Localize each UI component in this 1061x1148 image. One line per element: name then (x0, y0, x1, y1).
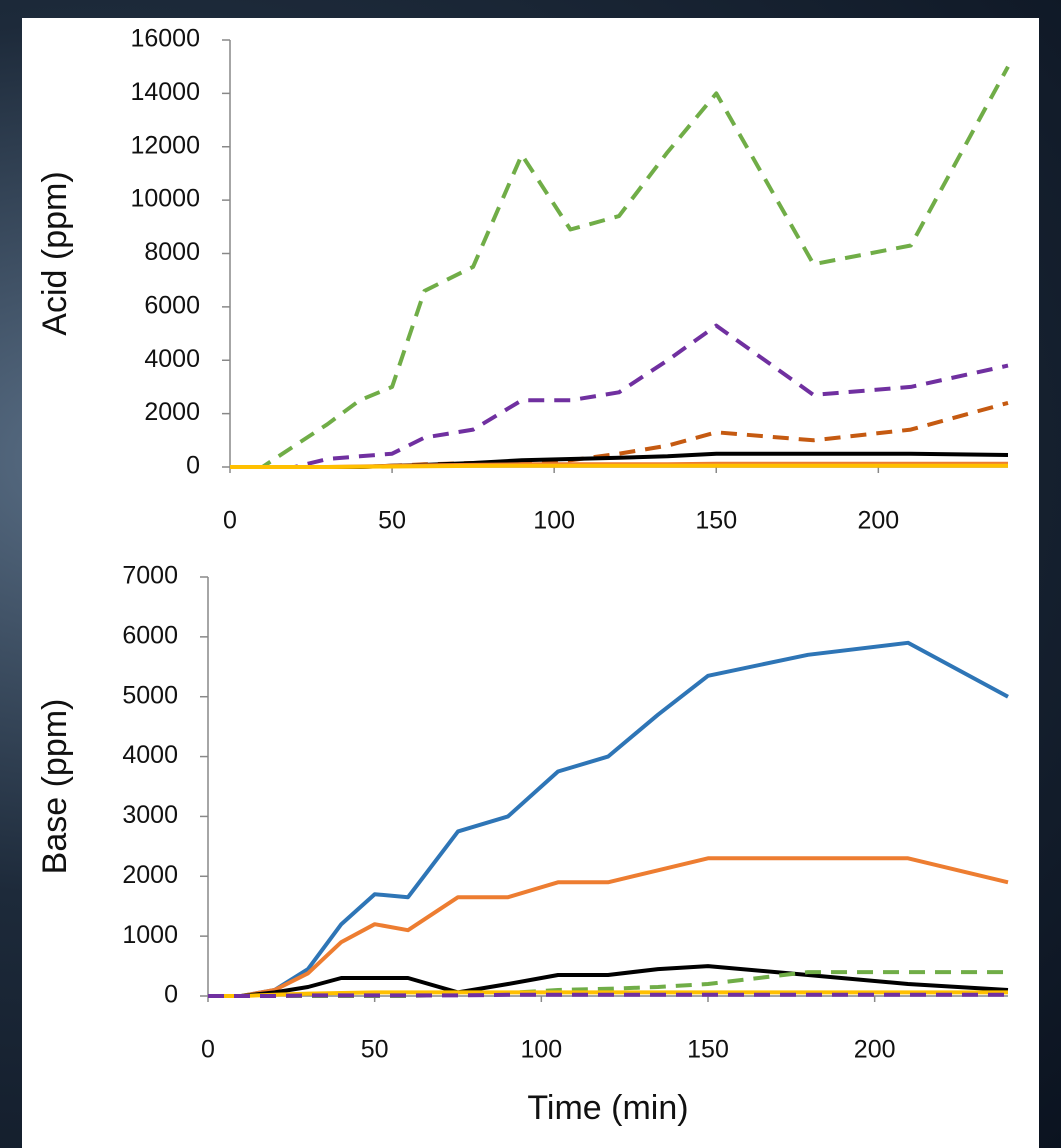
y-axis-title: Base (ppm) (36, 699, 74, 875)
y-tick-label: 2000 (144, 398, 200, 426)
y-tick-label: 14000 (130, 78, 200, 106)
x-tick-label: 150 (687, 1036, 729, 1064)
x-tick-label: 100 (533, 507, 575, 535)
y-tick-label: 16000 (130, 25, 200, 53)
y-tick-label: 4000 (122, 741, 178, 769)
y-axis-title: Acid (ppm) (36, 171, 74, 335)
y-tick-label: 12000 (130, 131, 200, 159)
x-tick-label: 0 (223, 507, 237, 535)
y-tick-label: 6000 (122, 621, 178, 649)
y-tick-label: 2000 (122, 861, 178, 889)
x-axis-title: Time (min) (527, 1089, 688, 1127)
x-tick-label: 0 (201, 1036, 215, 1064)
x-tick-label: 50 (378, 507, 406, 535)
y-tick-label: 0 (186, 452, 200, 480)
x-tick-label: 150 (695, 507, 737, 535)
y-tick-label: 0 (164, 981, 178, 1009)
x-tick-label: 50 (361, 1036, 389, 1064)
y-tick-label: 4000 (144, 345, 200, 373)
x-tick-label: 200 (857, 507, 899, 535)
x-tick-label: 200 (854, 1036, 896, 1064)
y-tick-label: 1000 (122, 921, 178, 949)
data-line (230, 466, 1008, 467)
page: {"chart_data": [ {"type": "line", "ylabe… (0, 0, 1061, 1148)
y-tick-label: 7000 (122, 562, 178, 590)
y-tick-label: 3000 (122, 801, 178, 829)
y-tick-label: 8000 (144, 238, 200, 266)
y-tick-label: 6000 (144, 291, 200, 319)
y-tick-label: 10000 (130, 185, 200, 213)
figure: 0200040006000800010000120001400016000050… (0, 0, 1061, 1148)
x-tick-label: 100 (520, 1036, 562, 1064)
y-tick-label: 5000 (122, 681, 178, 709)
